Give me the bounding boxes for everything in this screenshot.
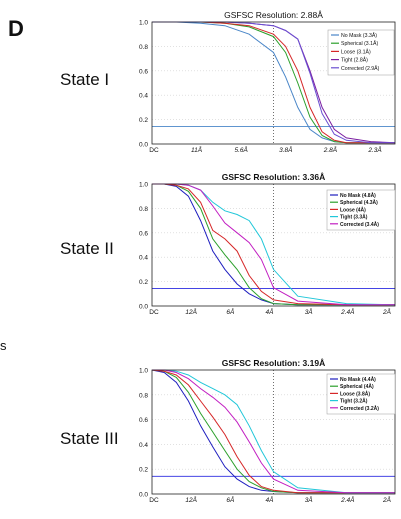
state-label-3: State III: [60, 429, 119, 448]
y-tick-label: 0.2: [139, 117, 148, 124]
x-tick-label: 2.8Å: [323, 145, 337, 154]
x-tick-label: 3Å: [305, 495, 313, 504]
plot-frame: [151, 369, 396, 495]
legend-label: Corrected (2.9Å): [341, 65, 380, 72]
chart-1: GSFSC Resolution: 2.88Å 0.0 0.2 0.4 0.6 0.8 1.…: [139, 10, 396, 154]
y-tick-label: 0.4: [139, 442, 148, 449]
x-tick-label: 2.4Å: [340, 307, 354, 316]
chart-2: GSFSC Resolution: 3.36Å 0.0 0.2 0.4 0.6 0.8 1.…: [139, 172, 396, 316]
chart-title: GSFSC Resolution: 2.88Å: [224, 10, 323, 20]
y-tick-label: 0.8: [139, 206, 148, 213]
legend-label: Loose (3.1Å): [341, 48, 371, 55]
legend-label: Corrected (3.2Å): [340, 405, 379, 412]
y-tick-label: 1.0: [139, 20, 148, 27]
series-line-5: [152, 369, 395, 494]
state-label-2: State II: [60, 239, 114, 258]
state-label-1: State I: [60, 70, 110, 89]
legend-label: Tight (3.2Å): [340, 398, 368, 405]
x-tick-label: DC: [149, 497, 159, 504]
legend-label: No Mask (4.4Å): [340, 376, 376, 383]
legend-label: Tight (3.3Å): [340, 214, 368, 221]
x-tick-label: 6Å: [226, 307, 234, 316]
legend-box: [326, 189, 396, 231]
y-tick-label: 0.4: [139, 93, 148, 100]
x-tick-label: 12Å: [185, 307, 197, 316]
y-tick-label: 1.0: [139, 368, 148, 375]
legend-label: Spherical (3.1Å): [341, 40, 378, 47]
x-tick-label: 12Å: [185, 495, 197, 504]
legend-label: No Mask (4.8Å): [340, 192, 376, 199]
y-tick-label: 0.2: [139, 279, 148, 286]
chart-title: GSFSC Resolution: 3.36Å: [222, 172, 325, 182]
series-line-3: [151, 369, 395, 494]
x-tick-label: DC: [149, 147, 159, 154]
legend-label: Corrected (3.4Å): [340, 221, 379, 228]
y-tick-label: 0.8: [139, 44, 148, 51]
legend-label: No Mask (3.3Å): [341, 32, 377, 39]
x-tick-label: 4Å: [266, 307, 274, 316]
side-text: s: [0, 338, 7, 353]
x-tick-label: 2Å: [382, 307, 391, 316]
x-tick-label: 3.8Å: [279, 145, 292, 154]
x-tick-label: 2.3Å: [367, 145, 381, 154]
chart-3: GSFSC Resolution: 3.19Å 0.0 0.2 0.4 0.6 0.8 1.…: [139, 358, 396, 504]
x-tick-label: 5.6Å: [235, 145, 248, 154]
y-tick-label: 0.6: [139, 68, 148, 75]
legend-label: Loose (3.8Å): [340, 390, 370, 397]
legend-label: Loose (4Å): [340, 206, 366, 213]
x-tick-label: 2.4Å: [340, 495, 354, 504]
y-tick-label: 0.0: [139, 492, 148, 499]
y-tick-label: 0.8: [139, 392, 148, 399]
x-tick-label: 2Å: [382, 495, 391, 504]
x-tick-label: 11Å: [191, 145, 202, 154]
y-tick-label: 0.6: [139, 417, 148, 424]
plot-frame: [151, 21, 396, 145]
legend-label: Spherical (4.3Å): [340, 199, 378, 206]
y-tick-label: 0.2: [139, 467, 148, 474]
y-tick-label: 0.0: [139, 304, 148, 311]
series-line-3: [152, 183, 395, 306]
legend-label: Tight (2.8Å): [341, 57, 368, 64]
x-tick-label: DC: [149, 309, 159, 316]
x-tick-label: 4Å: [266, 495, 274, 504]
x-tick-label: 3Å: [305, 307, 313, 316]
y-tick-label: 1.0: [139, 182, 148, 189]
legend-label: Spherical (4Å): [340, 383, 374, 390]
panel-letter: D: [8, 16, 24, 41]
chart-title: GSFSC Resolution: 3.19Å: [222, 358, 325, 368]
y-tick-label: 0.4: [139, 255, 148, 262]
plot-frame: [151, 183, 396, 307]
x-tick-label: 6Å: [226, 495, 234, 504]
y-tick-label: 0.0: [139, 142, 148, 149]
legend-box: [326, 373, 396, 415]
series-line-4: [152, 369, 395, 494]
y-tick-label: 0.6: [139, 230, 148, 237]
